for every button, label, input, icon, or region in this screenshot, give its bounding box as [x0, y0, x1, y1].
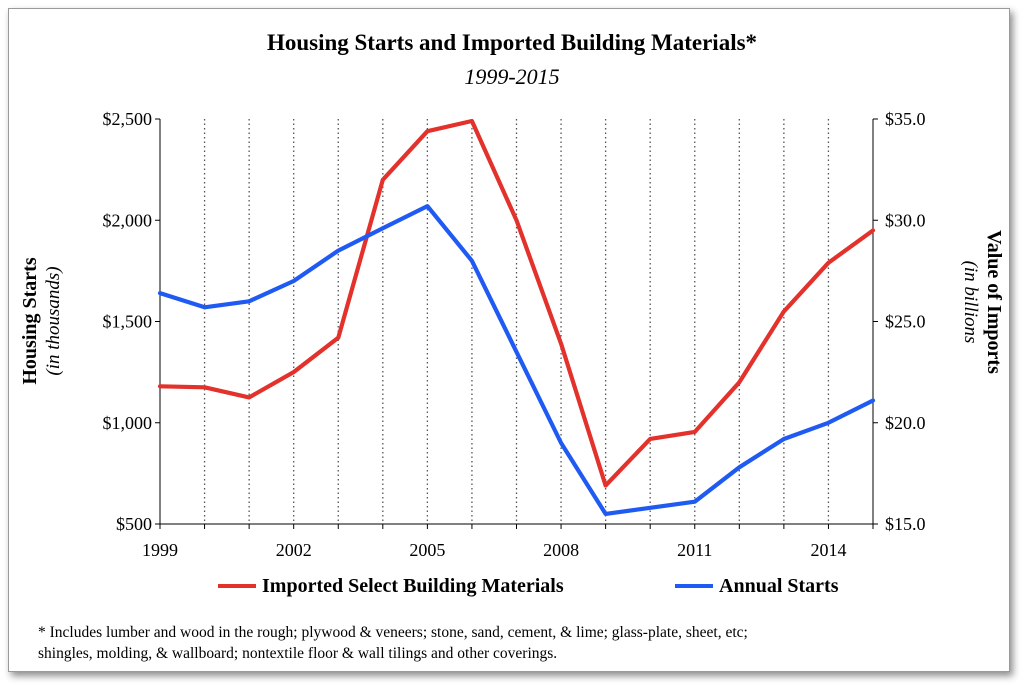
left-axis-subtitle: (in thousands)	[43, 266, 64, 376]
x-tick-label-2008: 2008	[543, 540, 579, 560]
right-tick-label-2: $25.0	[885, 312, 926, 332]
right-tick-label-0: $15.0	[885, 514, 926, 534]
left-tick-label-4: $2,500	[103, 109, 153, 129]
chart-subtitle: 1999-2015	[464, 64, 560, 89]
legend-label-imports: Imported Select Building Materials	[262, 574, 564, 597]
x-tick-label-1999: 1999	[142, 540, 178, 560]
footnote: * Includes lumber and wood in the rough;…	[38, 624, 748, 662]
left-tick-label-2: $1,500	[103, 312, 153, 332]
left-tick-label-1: $1,000	[103, 413, 153, 433]
series-lines	[157, 118, 876, 517]
legend-label-starts: Annual Starts	[719, 574, 839, 597]
axes	[155, 118, 878, 529]
x-tick-label-2011: 2011	[677, 540, 712, 560]
legend-swatch-imports	[218, 584, 256, 588]
chart-title: Housing Starts and Imported Building Mat…	[266, 30, 758, 55]
left-tick-label-3: $2,000	[103, 210, 153, 230]
x-tick-label-2005: 2005	[409, 540, 445, 560]
tick-labels: 1999 2002 2005 2008 2011 2014 $500 $1,000 $1,500…	[103, 109, 926, 560]
right-axis-label: Value of Imports (in billions	[958, 230, 1006, 374]
right-tick-label-1: $20.0	[885, 413, 926, 433]
right-axis-subtitle: (in billions	[960, 260, 981, 344]
left-tick-label-0: $500	[116, 514, 152, 534]
gridlines	[203, 119, 830, 524]
series-line-imports	[157, 118, 876, 488]
left-axis-title: Housing Starts	[19, 257, 41, 385]
legend-item-starts: Annual Starts	[675, 572, 838, 600]
left-axis-label: Housing Starts (in thousands)	[18, 257, 66, 384]
series-line-starts	[157, 204, 876, 517]
right-axis-title: Value of Imports	[983, 230, 1005, 374]
right-tick-label-3: $30.0	[885, 210, 926, 230]
legend-swatch-starts	[675, 584, 713, 588]
legend-item-imports: Imported Select Building Materials	[218, 572, 564, 600]
right-tick-label-4: $35.0	[885, 109, 926, 129]
x-tick-label-2014: 2014	[810, 540, 846, 560]
x-tick-label-2002: 2002	[276, 540, 312, 560]
